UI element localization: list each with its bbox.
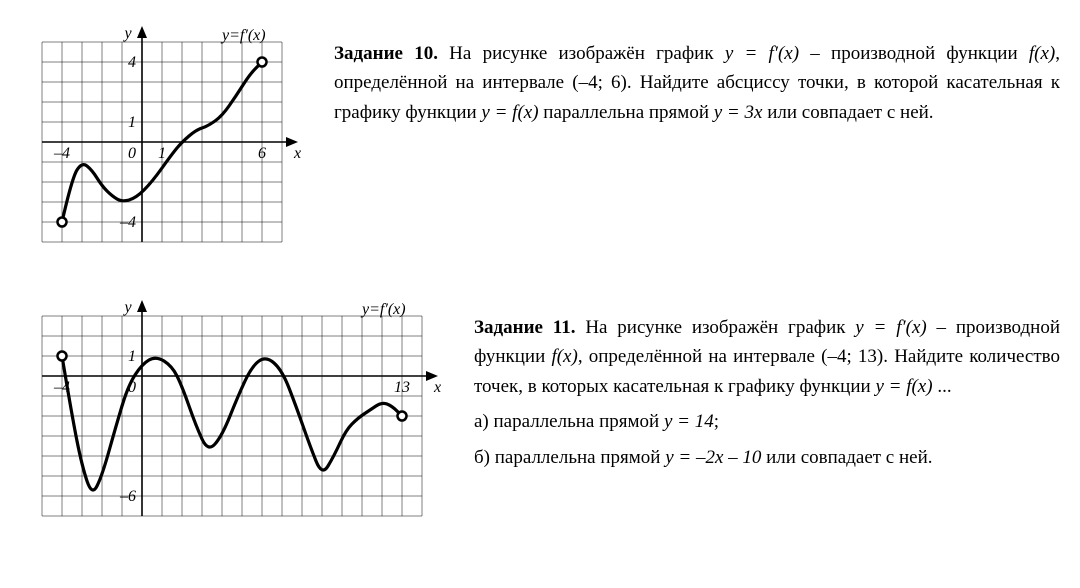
task-10-row: –4 1 6 1 4 –4 0 x y y=f′(x) Задание 10. На рисунк…	[20, 20, 1060, 264]
svg-text:y=f′(x): y=f′(x)	[220, 27, 266, 44]
graph-svg-10: –4 1 6 1 4 –4 0 x y y=f′(x)	[20, 20, 304, 264]
task-10-text: Задание 10. На рисунке изображён график …	[334, 20, 1060, 146]
svg-text:–6: –6	[119, 488, 136, 505]
task-11-heading: Задание 11.	[474, 317, 576, 338]
svg-text:1: 1	[158, 145, 166, 162]
svg-text:0: 0	[128, 145, 136, 162]
task-11-sub-b: б) параллельна прямой y = –2x – 10 или с…	[474, 443, 1060, 472]
svg-text:–4: –4	[119, 214, 136, 231]
svg-text:–4: –4	[53, 379, 70, 396]
graph-svg-11: –4 13 1 –6 0 x y y=f′(x)	[20, 294, 444, 538]
svg-text:y: y	[122, 299, 132, 316]
task-11-text: Задание 11. На рисунке изображён график …	[474, 294, 1060, 472]
task-10-paragraph: Задание 10. На рисунке изображён график …	[334, 39, 1060, 127]
svg-text:y: y	[122, 25, 132, 42]
task-11-paragraph: Задание 11. На рисунке изображён график …	[474, 313, 1060, 401]
task-11-graph: –4 13 1 –6 0 x y y=f′(x)	[20, 294, 444, 538]
svg-text:4: 4	[128, 54, 136, 71]
svg-text:–4: –4	[53, 145, 70, 162]
svg-text:13: 13	[394, 379, 410, 396]
svg-text:6: 6	[258, 145, 266, 162]
svg-text:x: x	[433, 379, 441, 396]
svg-text:0: 0	[128, 379, 136, 396]
task-11-row: –4 13 1 –6 0 x y y=f′(x) Задание 11. На рисунке…	[20, 294, 1060, 538]
svg-text:x: x	[293, 145, 301, 162]
task-11-sub-a: а) параллельна прямой y = 14;	[474, 407, 1060, 436]
svg-text:1: 1	[128, 348, 136, 365]
svg-text:1: 1	[128, 114, 136, 131]
svg-text:y=f′(x): y=f′(x)	[360, 301, 406, 318]
task-10-graph: –4 1 6 1 4 –4 0 x y y=f′(x)	[20, 20, 304, 264]
task-10-heading: Задание 10.	[334, 43, 438, 64]
